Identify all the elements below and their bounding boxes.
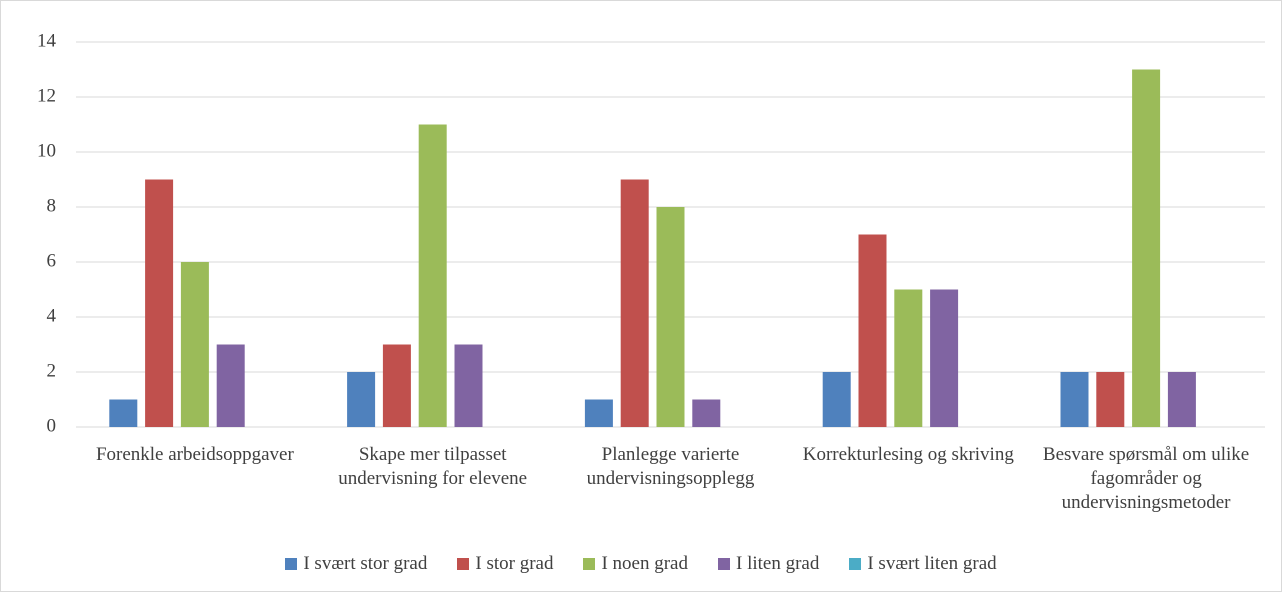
bar xyxy=(454,344,483,427)
x-tick-label: Skape mer tilpasset undervisning for ele… xyxy=(338,444,528,489)
legend-swatch xyxy=(583,558,596,570)
legend: I svært stor grad I stor grad I noen grad I… xyxy=(1,553,1281,575)
bar xyxy=(1060,372,1089,427)
y-tick-label: 4 xyxy=(47,305,57,326)
bar xyxy=(692,399,721,427)
legend-item: I svært stor grad xyxy=(285,553,427,575)
legend-item: I noen grad xyxy=(583,553,688,575)
legend-swatch xyxy=(849,558,862,570)
legend-swatch xyxy=(718,558,730,570)
y-tick-label: 6 xyxy=(47,250,57,271)
legend-item: I liten grad xyxy=(718,553,819,575)
legend-label: I svært liten grad xyxy=(867,553,997,574)
y-tick-label: 10 xyxy=(37,140,56,161)
bar xyxy=(418,124,447,427)
bar xyxy=(1167,372,1196,427)
bar xyxy=(1096,372,1125,427)
bar xyxy=(382,344,411,427)
legend-label: I svært stor grad xyxy=(303,553,428,574)
bar xyxy=(1132,69,1161,427)
bar xyxy=(145,179,174,427)
bar xyxy=(347,372,376,427)
x-tick-label: Besvare spørsmål om ulike fagområder og … xyxy=(1042,444,1250,513)
y-tick-label: 0 xyxy=(47,415,57,436)
bar xyxy=(656,207,685,427)
bar xyxy=(822,372,851,427)
x-tick-label: Korrekturlesing og skriving xyxy=(802,444,1014,465)
y-tick-label: 8 xyxy=(47,195,57,216)
bar xyxy=(109,399,138,427)
y-tick-label: 14 xyxy=(37,30,57,51)
y-tick-label: 2 xyxy=(47,360,57,381)
bar xyxy=(620,179,649,427)
legend-label: I liten grad xyxy=(736,553,820,574)
legend-label: I noen grad xyxy=(601,553,688,574)
bar xyxy=(930,289,959,427)
x-tick-label: Planlegge varierte undervisningsopplegg xyxy=(586,444,755,489)
legend-label: I stor grad xyxy=(475,553,554,574)
legend-swatch xyxy=(457,558,470,570)
x-tick-label: Forenkle arbeidsoppgaver xyxy=(95,444,294,465)
bar xyxy=(858,234,887,427)
bar xyxy=(180,262,209,427)
legend-item: I svært liten grad xyxy=(849,553,997,575)
bar xyxy=(584,399,613,427)
legend-item: I stor grad xyxy=(457,553,553,575)
bar xyxy=(894,289,923,427)
bar xyxy=(216,344,245,427)
legend-swatch xyxy=(285,558,298,570)
y-tick-label: 12 xyxy=(37,85,56,106)
